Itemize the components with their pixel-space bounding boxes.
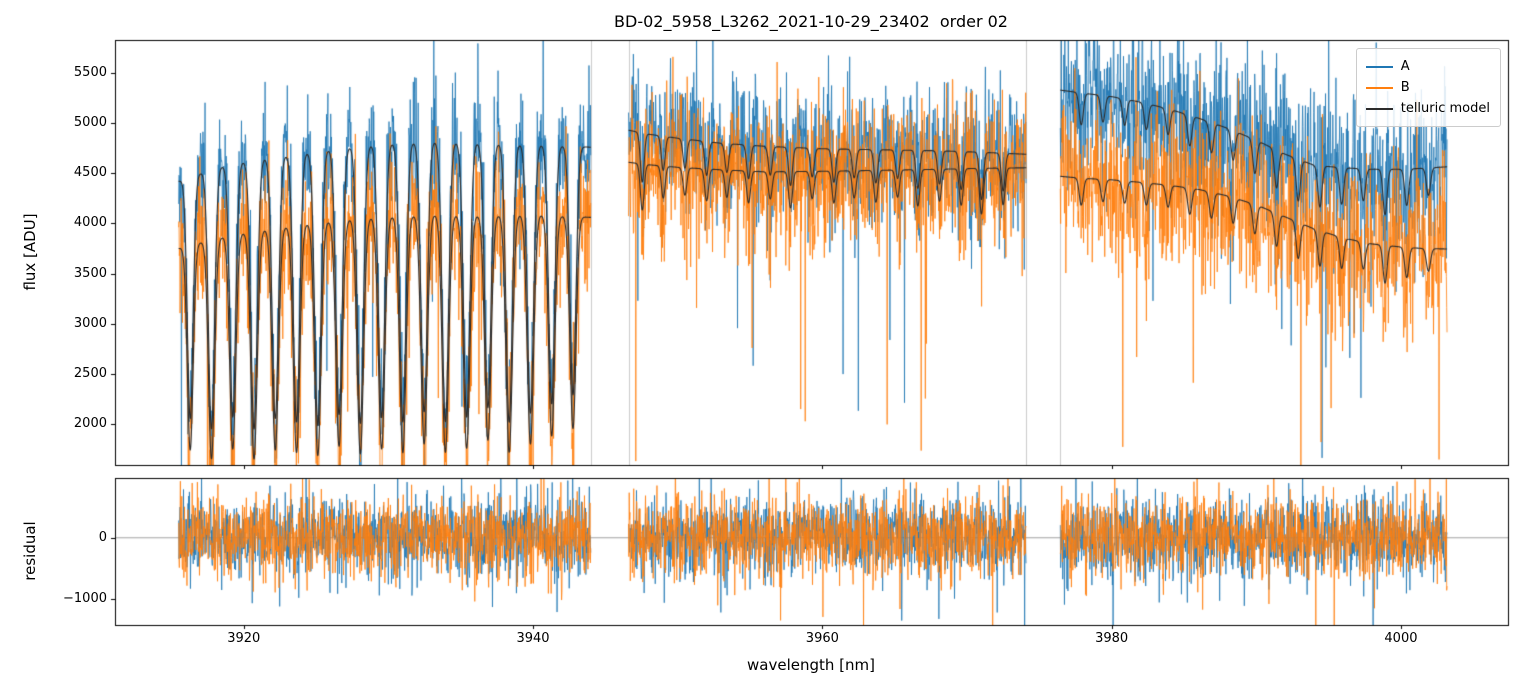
legend-item-telluric-model: telluric model bbox=[1365, 98, 1490, 119]
legend-label-b: B bbox=[1400, 80, 1410, 95]
legend-item-a: A bbox=[1365, 56, 1490, 77]
legend-item-b: B bbox=[1365, 77, 1490, 98]
legend-line-b-icon bbox=[1365, 86, 1393, 89]
legend-line-a-icon bbox=[1365, 65, 1393, 68]
legend-line-telluric-icon bbox=[1365, 107, 1393, 110]
legend-label-telluric: telluric model bbox=[1400, 101, 1490, 116]
legend-label-a: A bbox=[1400, 59, 1410, 74]
legend: A B telluric model bbox=[1355, 48, 1501, 127]
